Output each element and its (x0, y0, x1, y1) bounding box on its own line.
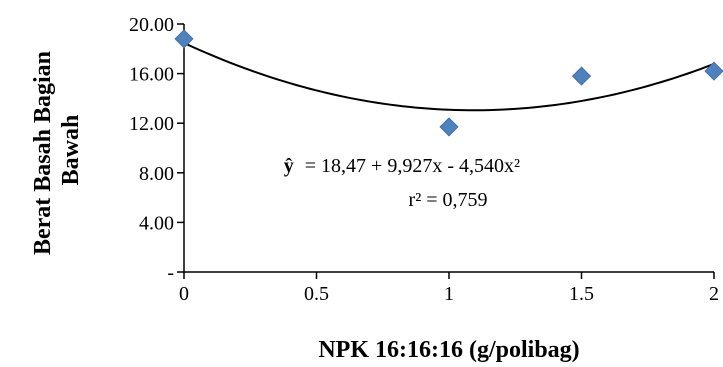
x-axis-title: NPK 16:16:16 (g/polibag) (318, 337, 579, 363)
y-tick-label: 8.00 (139, 163, 174, 185)
axes (183, 24, 714, 273)
y-axis-title: Berat Basah Bagian Bawah (30, 45, 84, 255)
y-tick-label: 16.00 (129, 64, 174, 86)
x-tick-label: 1 (444, 283, 454, 305)
equation: ŷ = 18,47 + 9,927x - 4,540x² (284, 155, 520, 177)
trendline (183, 42, 715, 112)
x-tick-label: 0.5 (304, 283, 329, 305)
y-axis-title-line-2: Bawah (58, 115, 84, 186)
x-tick-label: 1.5 (569, 283, 594, 305)
y-tick-label: - (167, 262, 174, 284)
data-point (439, 117, 459, 137)
y-tick-label: 4.00 (139, 212, 174, 234)
equation-y-symbol: ŷ (284, 155, 294, 177)
y-axis-ticks: - 4.00 8.00 12.00 16.00 20.00 (129, 14, 184, 284)
equation-rhs: = 18,47 + 9,927x - 4,540x² (305, 155, 520, 177)
x-axis-ticks: 0 0.5 1 1.5 2 (179, 272, 719, 305)
y-tick-label: 20.00 (129, 14, 174, 36)
x-tick-label: 2 (709, 283, 719, 305)
x-tick-label: 0 (179, 283, 189, 305)
data-point (704, 61, 723, 81)
data-point (174, 29, 194, 49)
y-tick-label: 12.00 (129, 113, 174, 135)
data-points (174, 29, 723, 137)
y-axis-title-line-1: Berat Basah Bagian (30, 51, 56, 255)
r-squared: r² = 0,759 (409, 189, 488, 211)
data-point (571, 66, 592, 86)
